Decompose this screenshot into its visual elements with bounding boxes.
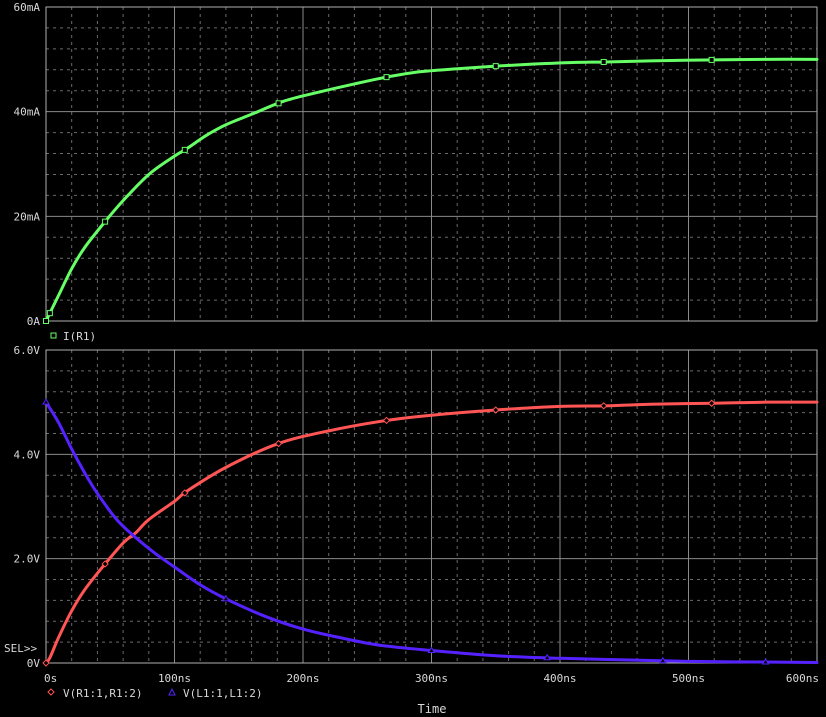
voltage-y-tick-label: 0V	[27, 657, 41, 670]
x-axis-title: Time	[418, 702, 447, 716]
v-l1-legend-marker	[168, 687, 176, 696]
x-tick-label: 100ns	[158, 672, 191, 685]
data-point-marker	[543, 653, 552, 661]
v-l1-legend-label: V(L1:1,L1:2)	[183, 687, 262, 700]
current-y-tick-label: 0A	[27, 315, 41, 328]
data-point-marker	[382, 416, 391, 425]
current-plot-legend: I(R1)	[50, 330, 96, 343]
data-point-marker	[707, 399, 716, 407]
data-point-marker	[708, 56, 715, 63]
data-point-marker	[42, 659, 50, 667]
voltage-plot-frame	[45, 349, 818, 664]
data-point-marker	[274, 439, 283, 448]
data-point-marker	[383, 74, 390, 81]
current-y-tick-label: 40mA	[14, 106, 41, 119]
current-y-tick-label: 20mA	[14, 210, 41, 223]
voltage-y-tick-label: 2.0V	[14, 553, 41, 566]
data-point-marker	[181, 489, 189, 497]
voltage-plot: 0V 2.0V 4.0V 6.0V SEL>> 0s 100ns 200ns 300ns 40…	[4, 344, 819, 716]
x-tick-label: 300ns	[415, 672, 448, 685]
data-point-marker	[492, 406, 500, 414]
current-y-tick-label: 60mA	[14, 1, 41, 14]
data-point-marker	[275, 100, 282, 107]
data-point-marker	[42, 398, 50, 405]
x-tick-label: 600ns	[786, 672, 819, 685]
data-point-marker	[658, 656, 667, 664]
current-plot-series	[43, 56, 819, 324]
series-line-v-l1-1-l1-2[interactable]	[44, 400, 819, 664]
data-point-marker	[101, 560, 109, 568]
data-point-marker	[600, 58, 607, 65]
x-tick-label: 400ns	[543, 672, 576, 685]
x-tick-label: 0s	[44, 672, 57, 685]
voltage-plot-grid	[45, 349, 818, 664]
data-point-marker	[427, 646, 436, 653]
x-tick-label: 500ns	[672, 672, 705, 685]
series-line-i-r1[interactable]	[44, 57, 819, 323]
voltage-plot-legend: V(R1:1,R1:2) V(L1:1,L1:2)	[47, 687, 262, 700]
voltage-plot-y-ticks: 0V 2.0V 4.0V 6.0V	[14, 344, 41, 670]
time-axis-ticks: 0s 100ns 200ns 300ns 400ns 500ns 600ns	[44, 672, 819, 685]
selection-marker[interactable]: SEL>>	[4, 642, 37, 655]
data-point-marker	[599, 402, 608, 410]
data-point-marker	[492, 63, 499, 70]
data-point-marker	[761, 658, 770, 665]
data-point-marker	[102, 218, 109, 225]
data-point-marker	[46, 310, 53, 317]
voltage-y-tick-label: 4.0V	[14, 448, 41, 461]
voltage-y-tick-label: 6.0V	[14, 344, 41, 357]
data-point-marker	[222, 594, 230, 602]
current-plot-y-ticks: 0A 20mA 40mA 60mA	[14, 1, 41, 328]
v-r1-legend-label: V(R1:1,R1:2)	[63, 687, 142, 700]
data-point-marker	[43, 318, 49, 324]
v-r1-legend-marker	[47, 688, 55, 696]
x-tick-label: 200ns	[286, 672, 319, 685]
series-line-v-r1-1-r1-2[interactable]	[44, 400, 819, 665]
current-plot-frame	[45, 6, 818, 322]
i-r1-legend-label: I(R1)	[63, 330, 96, 343]
data-point-marker	[181, 146, 188, 153]
voltage-plot-series	[42, 398, 819, 667]
current-plot: 0A 20mA 40mA 60mA I(R1)	[14, 1, 819, 343]
i-r1-legend-marker	[50, 332, 57, 339]
